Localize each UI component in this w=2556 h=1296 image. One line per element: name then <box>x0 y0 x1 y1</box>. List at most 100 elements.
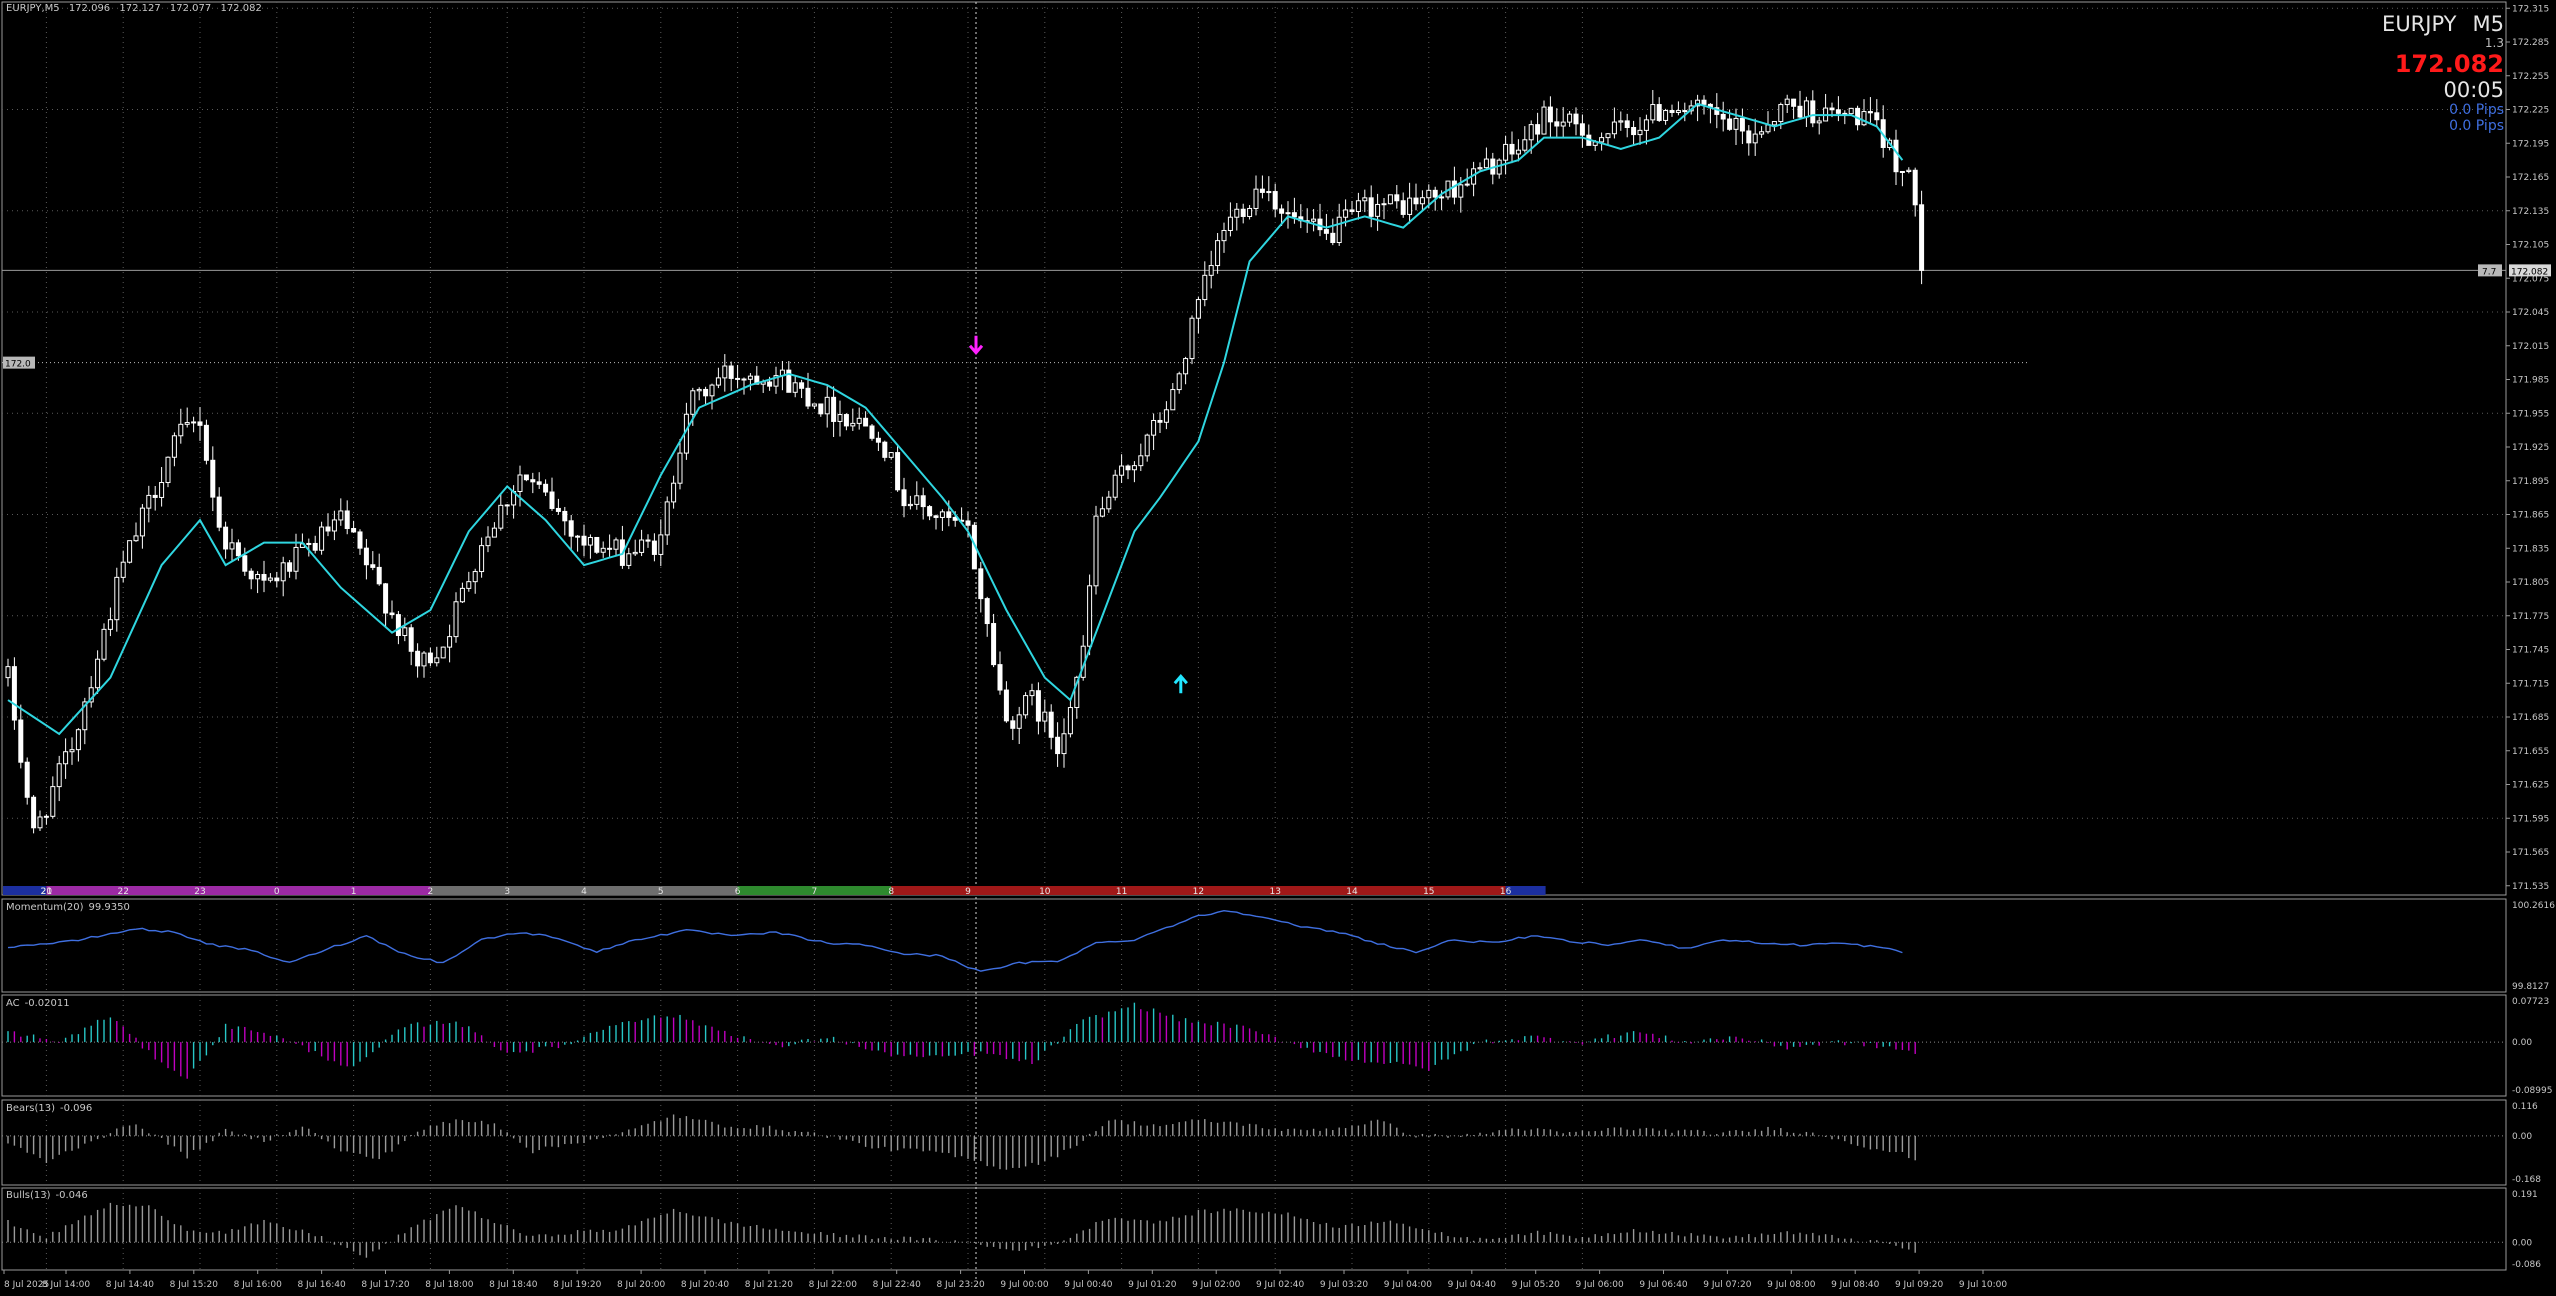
candle-body <box>1733 117 1739 130</box>
momentum-name: Momentum(20) <box>6 902 84 913</box>
candle-body <box>248 570 254 580</box>
candle-body <box>485 536 491 547</box>
candle-body <box>1522 139 1528 151</box>
hour-bar-segment <box>1505 886 1546 895</box>
time-tick-label: 9 Jul 09:20 <box>1895 1280 1944 1290</box>
candle-body <box>1419 197 1425 205</box>
price-tick-label: 171.895 <box>2512 477 2549 487</box>
candle-body <box>1259 188 1265 193</box>
candle-body <box>1010 720 1016 729</box>
ac-tick-label: 0.00 <box>2512 1038 2532 1048</box>
hour-bar-segment <box>507 886 584 895</box>
candle-body <box>837 414 843 422</box>
bears-name: Bears(13) <box>6 1103 55 1114</box>
candle-body <box>888 452 894 458</box>
candle-body <box>811 403 817 407</box>
candle-body <box>1624 120 1630 128</box>
candle-body <box>613 539 619 550</box>
hour-bar-segment <box>1121 886 1199 895</box>
info-panel: EURJPY M5 1.3 172.082 00:05 0.0 Pips 0.0 … <box>2382 12 2504 134</box>
momentum-pane[interactable] <box>7 909 1903 972</box>
price-tick-label: 171.655 <box>2512 747 2549 757</box>
price-tick-label: 171.625 <box>2512 781 2549 791</box>
candle-body <box>1407 197 1413 215</box>
hour-bar-segment <box>1275 886 1352 895</box>
candle-body <box>1554 121 1560 127</box>
candle-body <box>184 422 190 425</box>
bears-pane[interactable] <box>7 1114 1916 1170</box>
candle-body <box>459 587 465 603</box>
candle-body <box>1810 100 1816 124</box>
candle-body <box>1093 515 1099 587</box>
candle-body <box>312 542 318 551</box>
candle-body <box>863 417 869 427</box>
candle-body <box>1829 107 1835 111</box>
candle-body <box>632 551 638 555</box>
time-tick-label: 9 Jul 08:00 <box>1767 1280 1816 1290</box>
candle-body <box>344 510 350 530</box>
price-pane[interactable] <box>5 90 1925 834</box>
candle-body <box>1771 121 1777 126</box>
candle-body <box>696 388 702 392</box>
open-value: 172.096 <box>68 3 111 14</box>
candle-body <box>1202 274 1208 301</box>
candle-body <box>805 387 811 407</box>
time-tick-label: 9 Jul 03:20 <box>1320 1280 1369 1290</box>
hour-bar-label: 9 <box>965 887 971 897</box>
candle-body <box>1285 212 1291 215</box>
candle-body <box>479 545 485 573</box>
price-tick-label: 171.715 <box>2512 679 2549 689</box>
hour-bar-label: 7 <box>812 887 818 897</box>
hour-bar-segment <box>814 886 892 895</box>
time-tick-label: 9 Jul 08:40 <box>1831 1280 1880 1290</box>
candle-body <box>1394 194 1400 202</box>
candle-body <box>1029 690 1035 697</box>
bears-tick-label: 0.00 <box>2512 1132 2532 1142</box>
candle-body <box>671 482 677 503</box>
price-tick-label: 171.985 <box>2512 376 2549 386</box>
candle-body <box>293 546 299 572</box>
candle-body <box>491 527 497 538</box>
hour-bar-segment <box>430 886 508 895</box>
price-tick-label: 171.535 <box>2512 882 2549 892</box>
candle-body <box>171 435 177 458</box>
hour-bar-segment <box>200 886 277 895</box>
price-tick-label: 171.775 <box>2512 612 2549 622</box>
candle-body <box>504 504 510 507</box>
candle-body <box>831 396 837 422</box>
candle-body <box>1675 110 1681 113</box>
candle-body <box>1432 189 1438 198</box>
candle-body <box>319 526 325 551</box>
time-tick-label: 8 Jul 17:20 <box>361 1280 410 1290</box>
candle-body <box>1867 111 1873 114</box>
hour-bar-label: 6 <box>735 887 741 897</box>
candle-body <box>331 519 337 532</box>
hour-bar-label: 16 <box>1500 887 1512 897</box>
time-tick-label: 8 Jul 20:00 <box>617 1280 666 1290</box>
candle-body <box>1067 707 1073 735</box>
candle-body <box>639 539 645 553</box>
hour-bar-segment <box>1198 886 1276 895</box>
candle-body <box>287 562 293 572</box>
bulls-pane[interactable] <box>7 1202 1916 1258</box>
ac-pane[interactable] <box>7 1002 1916 1079</box>
candle-body <box>1528 124 1534 141</box>
candle-body <box>306 542 312 545</box>
candle-body <box>1759 131 1765 135</box>
candle-body <box>549 491 555 509</box>
candle-body <box>1611 121 1617 135</box>
candle-body <box>1311 218 1317 222</box>
candle-body <box>792 382 798 393</box>
candle-body <box>1567 113 1573 123</box>
candle-body <box>1163 409 1169 423</box>
info-spread: 1.3 <box>2484 36 2504 50</box>
candle-body <box>1157 419 1163 423</box>
candle-body <box>37 816 43 829</box>
bulls-tick-label: 0.00 <box>2512 1238 2532 1248</box>
candle-body <box>882 441 888 458</box>
candle-body <box>875 437 881 443</box>
candle-body <box>722 365 728 379</box>
time-tick-label: 8 Jul 14:40 <box>106 1280 155 1290</box>
